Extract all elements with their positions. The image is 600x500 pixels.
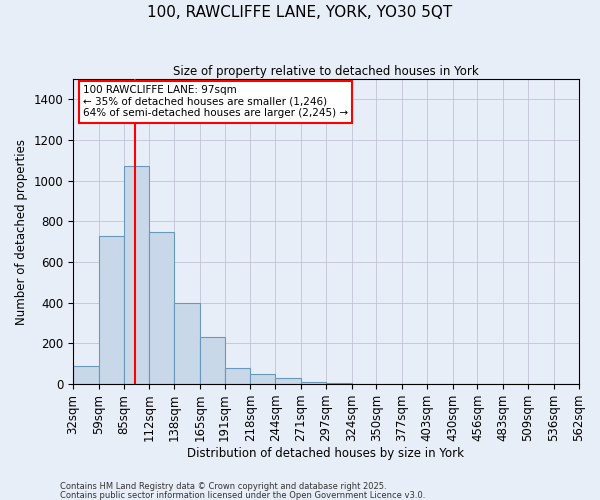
- X-axis label: Distribution of detached houses by size in York: Distribution of detached houses by size …: [187, 447, 464, 460]
- Bar: [99, 236, 124, 384]
- Bar: [174, 303, 200, 384]
- Text: Contains public sector information licensed under the Open Government Licence v3: Contains public sector information licen…: [60, 490, 425, 500]
- Title: Size of property relative to detached houses in York: Size of property relative to detached ho…: [173, 65, 479, 78]
- Text: 100, RAWCLIFFE LANE, YORK, YO30 5QT: 100, RAWCLIFFE LANE, YORK, YO30 5QT: [148, 5, 452, 20]
- Bar: [224, 368, 250, 384]
- Bar: [275, 378, 301, 384]
- Bar: [124, 166, 149, 384]
- Y-axis label: Number of detached properties: Number of detached properties: [15, 138, 28, 324]
- Bar: [149, 232, 174, 384]
- Bar: [200, 338, 224, 384]
- Bar: [326, 383, 352, 384]
- Text: Contains HM Land Registry data © Crown copyright and database right 2025.: Contains HM Land Registry data © Crown c…: [60, 482, 386, 491]
- Bar: [301, 382, 326, 384]
- Text: 100 RAWCLIFFE LANE: 97sqm
← 35% of detached houses are smaller (1,246)
64% of se: 100 RAWCLIFFE LANE: 97sqm ← 35% of detac…: [83, 86, 348, 118]
- Bar: [250, 374, 275, 384]
- Bar: [73, 366, 99, 384]
